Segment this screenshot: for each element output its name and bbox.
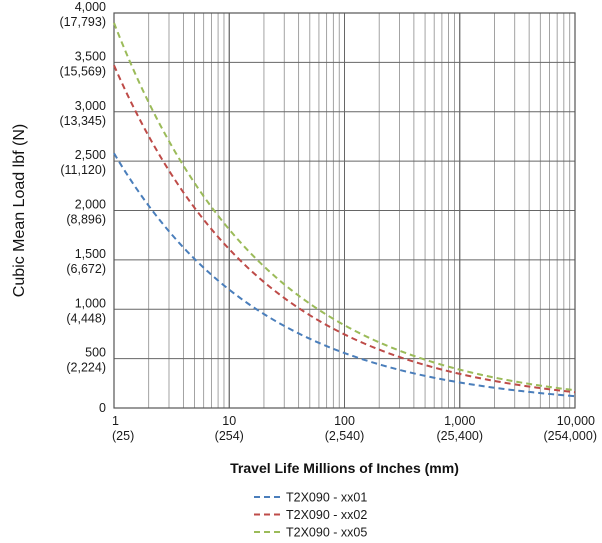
legend-label: T2X090 - xx01 (286, 491, 367, 505)
y-tick-label: 500 (85, 346, 106, 360)
y-tick-label: 3,000 (75, 99, 106, 113)
x-tick-label: 1 (112, 414, 119, 428)
y-tick-label: 1,000 (75, 296, 106, 310)
x-tick-label: 1,000 (444, 414, 475, 428)
y-tick-sublabel: (4,448) (66, 311, 106, 325)
x-tick-labels: 1(25) 10(254) 100(2,540) 1,000(25,400) 10,00… (112, 414, 597, 443)
y-tick-labels: 0 500(2,224) 1,000(4,448) 1,500(6,672) 2,000… (59, 0, 106, 415)
y-tick-label: 2,000 (75, 198, 106, 212)
y-tick-label: 2,500 (75, 148, 106, 162)
x-tick-label: 10,000 (557, 414, 595, 428)
x-tick-label: 10 (222, 414, 236, 428)
y-tick-label: 0 (99, 401, 106, 415)
legend-label: T2X090 - xx05 (286, 526, 367, 540)
y-tick-sublabel: (8,896) (66, 213, 106, 227)
x-tick-sublabel: (254) (215, 429, 244, 443)
legend-label: T2X090 - xx02 (286, 508, 367, 522)
x-tick-label: 100 (334, 414, 355, 428)
series-line-3 (113, 22, 576, 392)
x-tick-sublabel: (254,000) (543, 429, 597, 443)
grid-lines (113, 12, 576, 409)
plot-frame (113, 12, 576, 409)
series-line-1 (113, 152, 576, 398)
y-tick-label: 4,000 (75, 0, 106, 14)
series-line-2 (113, 64, 576, 394)
y-tick-label: 1,500 (75, 247, 106, 261)
x-tick-sublabel: (25,400) (436, 429, 483, 443)
y-tick-sublabel: (17,793) (59, 15, 106, 29)
y-tick-label: 3,500 (75, 49, 106, 63)
y-tick-sublabel: (11,120) (60, 163, 106, 177)
x-tick-sublabel: (25) (112, 429, 134, 443)
x-axis-title: Travel Life Millions of Inches (mm) (230, 460, 459, 476)
y-axis-title: Cubic Mean Load lbf (N) (11, 124, 28, 297)
x-tick-sublabel: (2,540) (325, 429, 365, 443)
y-tick-sublabel: (2,224) (66, 361, 106, 375)
data-series (113, 22, 576, 398)
y-tick-sublabel: (15,569) (59, 64, 106, 78)
legend: T2X090 - xx01 T2X090 - xx02 T2X090 - xx05 (254, 491, 367, 540)
y-tick-sublabel: (13,345) (59, 114, 106, 128)
y-tick-sublabel: (6,672) (66, 262, 106, 276)
